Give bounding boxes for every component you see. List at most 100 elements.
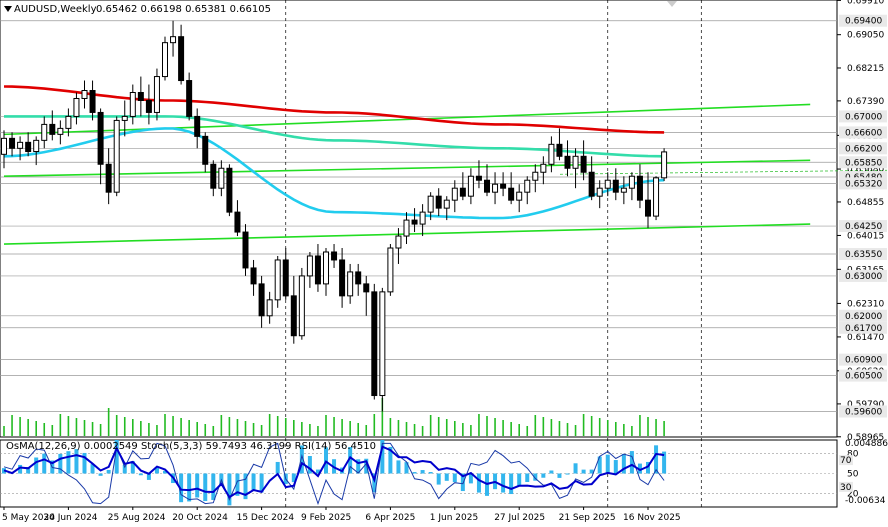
rsi-level-box xyxy=(839,481,853,492)
candle-body[interactable] xyxy=(604,179,611,189)
candle-body[interactable] xyxy=(387,247,394,293)
level-label: 0.62000 xyxy=(845,312,882,322)
candle-body[interactable] xyxy=(33,139,40,153)
candle-body[interactable] xyxy=(250,267,257,285)
candle-body[interactable] xyxy=(475,175,482,181)
candle-body[interactable] xyxy=(661,151,668,179)
candle-body[interactable] xyxy=(129,92,136,117)
candle-body[interactable] xyxy=(226,167,233,213)
candle-body[interactable] xyxy=(524,179,531,193)
candle-body[interactable] xyxy=(17,141,24,149)
candle-body[interactable] xyxy=(242,231,249,269)
candle-body[interactable] xyxy=(580,155,587,173)
candle-body[interactable] xyxy=(443,199,450,209)
candle-body[interactable] xyxy=(645,199,651,217)
candle-body[interactable] xyxy=(653,177,660,217)
candle-body[interactable] xyxy=(170,36,177,44)
candle-body[interactable] xyxy=(105,163,112,193)
candle-body[interactable] xyxy=(492,183,499,193)
candle-body[interactable] xyxy=(371,291,378,397)
level-label-box xyxy=(839,156,887,169)
candle-body[interactable] xyxy=(65,115,72,129)
shift-marker-icon[interactable] xyxy=(667,1,677,7)
candle-body[interactable] xyxy=(9,137,16,149)
candle-body[interactable] xyxy=(564,155,571,169)
candle-body[interactable] xyxy=(636,175,643,201)
time-label: 1 Jun 2025 xyxy=(430,513,478,523)
level-label-box xyxy=(839,269,887,282)
candle-body[interactable] xyxy=(153,76,160,113)
time-label: 27 Jul 2025 xyxy=(494,513,545,523)
candle-body[interactable] xyxy=(596,187,603,197)
level-label-box xyxy=(839,309,887,322)
candle-body[interactable] xyxy=(419,211,426,225)
candle-body[interactable] xyxy=(484,179,490,193)
candle-body[interactable] xyxy=(411,219,418,225)
candle-body[interactable] xyxy=(234,211,241,233)
candle-body[interactable] xyxy=(339,259,346,297)
candle-body[interactable] xyxy=(89,90,96,113)
candle-body[interactable] xyxy=(73,97,80,117)
candle-body[interactable] xyxy=(210,163,217,189)
candle-body[interactable] xyxy=(282,259,289,297)
osc-range-label: 0.0048861 xyxy=(845,439,888,449)
candle-body[interactable] xyxy=(628,175,635,189)
candle-body[interactable] xyxy=(162,42,168,78)
candle-body[interactable] xyxy=(363,283,370,293)
candle-body[interactable] xyxy=(395,235,402,249)
candle-body[interactable] xyxy=(435,195,442,209)
candle-body[interactable] xyxy=(113,119,120,193)
candle-body[interactable] xyxy=(81,90,88,99)
candle-body[interactable] xyxy=(290,295,297,337)
candle-body[interactable] xyxy=(298,275,305,337)
candle-body[interactable] xyxy=(556,143,563,157)
candle-body[interactable] xyxy=(451,187,458,201)
candle-body[interactable] xyxy=(194,115,201,137)
candle-body[interactable] xyxy=(508,187,515,201)
candle-body[interactable] xyxy=(548,143,555,165)
candle-body[interactable] xyxy=(274,259,281,301)
candle-body[interactable] xyxy=(49,123,56,135)
level-label: 0.63000 xyxy=(845,272,882,282)
candle-body[interactable] xyxy=(467,175,474,197)
candle-body[interactable] xyxy=(540,163,547,173)
candle-body[interactable] xyxy=(588,171,595,197)
candle-body[interactable] xyxy=(202,135,209,165)
ohlc-values: 0.65462 0.66198 0.65381 0.66105 xyxy=(96,4,271,15)
candle-body[interactable] xyxy=(121,115,128,121)
candle-body[interactable] xyxy=(218,167,225,189)
candle-body[interactable] xyxy=(403,219,410,237)
dropdown-triangle-icon[interactable] xyxy=(4,6,12,12)
bid-line xyxy=(559,169,888,175)
candle-body[interactable] xyxy=(500,183,507,189)
candle-body[interactable] xyxy=(427,195,434,213)
candle-body[interactable] xyxy=(459,187,466,197)
candle-body[interactable] xyxy=(620,187,627,193)
candle-body[interactable] xyxy=(57,127,64,135)
candle-body[interactable] xyxy=(306,255,313,277)
price-tick-label: 0.62310 xyxy=(847,299,884,309)
candle-body[interactable] xyxy=(379,291,386,397)
candle-body[interactable] xyxy=(314,255,321,285)
candle-body[interactable] xyxy=(347,271,354,297)
candle-body[interactable] xyxy=(323,251,329,285)
candle-body[interactable] xyxy=(516,191,523,201)
candle-body[interactable] xyxy=(178,36,185,82)
candle-body[interactable] xyxy=(1,137,7,155)
candle-body[interactable] xyxy=(25,141,32,153)
candle-body[interactable] xyxy=(355,271,362,285)
candle-body[interactable] xyxy=(266,299,273,317)
candle-body[interactable] xyxy=(97,111,104,165)
candle-body[interactable] xyxy=(41,123,48,141)
candle-body[interactable] xyxy=(532,171,539,181)
candle-body[interactable] xyxy=(137,92,144,101)
candle-body[interactable] xyxy=(331,251,338,261)
level-label-box xyxy=(839,126,887,139)
candle-body[interactable] xyxy=(145,99,152,113)
candle-body[interactable] xyxy=(612,179,619,193)
candle-body[interactable] xyxy=(186,80,193,117)
candle-body[interactable] xyxy=(572,155,579,169)
candle-body[interactable] xyxy=(258,283,265,317)
